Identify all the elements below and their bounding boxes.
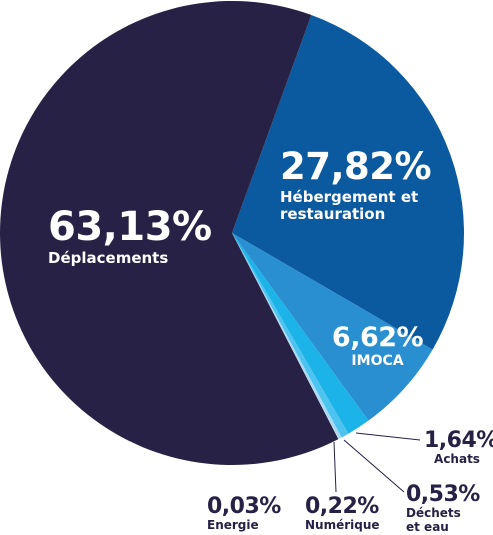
leader-line — [355, 432, 421, 441]
slice-label: 1,64% Achats — [424, 428, 493, 467]
percent-label: 63,13% — [48, 204, 212, 250]
slice-label: 63,13% Déplacements — [48, 204, 228, 267]
pie-slice — [0, 0, 339, 465]
slice-label: 27,82% Hébergement et restauration — [280, 145, 440, 223]
pie-slice — [232, 14, 464, 350]
pie-slice — [232, 233, 349, 438]
pie-slice — [232, 233, 369, 434]
percent-label: 1,64% — [424, 428, 493, 453]
pie-slice — [232, 233, 433, 421]
percent-label: 6,62% — [331, 322, 424, 353]
slice-label: 0,03% Energie — [207, 494, 287, 533]
category-label: Déchets et eau — [406, 506, 461, 535]
category-label: Déplacements — [48, 249, 169, 267]
percent-label: 0,22% — [305, 494, 379, 519]
slice-label: 6,62% IMOCA — [330, 322, 425, 369]
percent-label: 0,53% — [406, 482, 480, 507]
pie-slice — [232, 233, 339, 440]
category-label: Hébergement et restauration — [280, 187, 419, 223]
category-label: Numérique — [305, 518, 380, 533]
leader-line — [333, 441, 337, 493]
category-label: Energie — [207, 518, 259, 533]
leader-line — [343, 439, 405, 493]
slice-label: 0,53% Déchets et eau — [406, 482, 486, 535]
slice-label: 0,22% Numérique — [305, 494, 385, 533]
category-label: IMOCA — [351, 353, 404, 370]
pie-slice — [232, 233, 342, 439]
percent-label: 0,03% — [207, 494, 281, 519]
percent-label: 27,82% — [280, 145, 432, 188]
category-label: Achats — [434, 452, 480, 467]
